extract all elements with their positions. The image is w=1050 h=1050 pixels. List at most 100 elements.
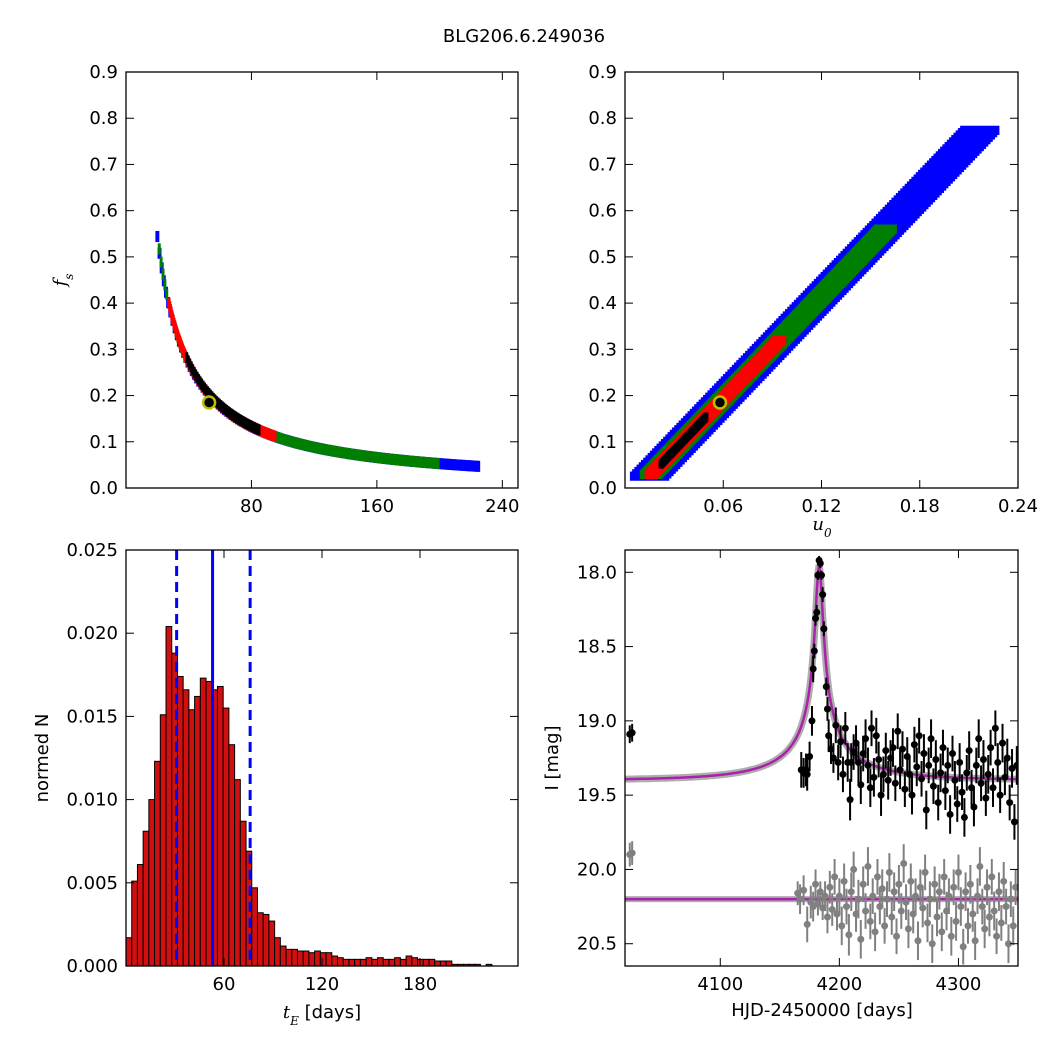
- y-tick-label: 0.2: [588, 386, 617, 407]
- residuals-point: [878, 885, 886, 893]
- data-point: [812, 614, 820, 622]
- contour-cell-middle: [393, 454, 397, 466]
- contour-cell-middle: [371, 451, 375, 463]
- contour-cell-outer: [461, 459, 466, 471]
- plot-frame: [624, 549, 1019, 967]
- data-point: [819, 591, 827, 599]
- contour-cell-middle: [408, 455, 412, 467]
- data-point: [628, 729, 636, 737]
- data-point: [949, 750, 956, 758]
- y-tick-label: 0.1: [89, 432, 118, 453]
- y-tick-label: 0.5: [89, 247, 118, 268]
- contour-cell-middle: [367, 450, 371, 463]
- contour-cell-middle: [387, 453, 391, 465]
- data-point: [1003, 754, 1011, 762]
- y-tick-label: 0.3: [89, 339, 118, 360]
- contour-cell-core: [703, 412, 709, 422]
- residuals-point: [976, 862, 984, 870]
- contour-cell-middle: [301, 439, 305, 451]
- data-point: [908, 791, 916, 799]
- contour-cell-middle: [356, 449, 360, 461]
- histogram-bar: [279, 945, 287, 967]
- contour-cell-middle: [406, 455, 410, 467]
- data-point: [823, 705, 831, 713]
- histogram-bar: [274, 937, 281, 967]
- contour-cell-middle: [401, 454, 405, 466]
- contour-cell-outer: [463, 459, 468, 472]
- best-fit-marker: [712, 395, 728, 410]
- y-tick-label: 0.6: [89, 201, 118, 222]
- panel-light-curve: 4100 4200 4300 18.0 18.5 19.0 19.5 20.0 20.5 I [m…: [542, 549, 1019, 1021]
- histogram-bar: [176, 675, 184, 967]
- contour-cell-outer: [452, 459, 457, 471]
- contour-cell-outer: [448, 458, 453, 470]
- contour-cell-middle: [161, 268, 165, 280]
- residuals-point: [826, 883, 834, 891]
- residuals-point: [897, 907, 905, 915]
- contour-cell-middle: [159, 256, 163, 268]
- data-point: [977, 779, 985, 787]
- histogram-bar: [159, 714, 167, 967]
- data-point: [989, 784, 997, 792]
- contour-cell-middle: [281, 433, 285, 445]
- contour-cell-middle: [372, 451, 376, 463]
- data-point: [1006, 799, 1014, 807]
- x-tick-label: 160: [360, 496, 394, 517]
- contour-cell-middle: [436, 457, 440, 470]
- residuals-point: [857, 935, 865, 943]
- histogram-bar: [308, 952, 316, 967]
- contour-cell-middle: [341, 447, 345, 459]
- y-tick-label: 0.9: [89, 62, 118, 83]
- histogram-bar: [405, 955, 413, 967]
- histogram-bar: [154, 760, 161, 967]
- data-point: [884, 776, 892, 784]
- contour-cell-middle: [277, 432, 281, 444]
- data-point: [991, 724, 999, 732]
- panel-te-histogram: 60 120 180 0.000 0.005 0.010 0.015 0.020 0.025 no…: [32, 540, 519, 1028]
- histogram-bar: [371, 958, 379, 967]
- residuals-point: [796, 895, 804, 903]
- histogram-bar: [428, 958, 436, 967]
- contour-cell-outer: [159, 262, 164, 274]
- contour-cell-middle: [350, 448, 354, 460]
- contour-cell-middle: [404, 455, 408, 467]
- histogram-bar: [319, 952, 327, 967]
- residuals-point: [893, 932, 901, 940]
- contour-cell-middle: [415, 456, 419, 468]
- contour-cell-middle: [410, 455, 414, 467]
- contour-cell-middle: [352, 448, 356, 460]
- residuals-point: [869, 892, 877, 900]
- data-point: [970, 803, 978, 811]
- x-tick-label: 120: [305, 974, 339, 995]
- contour-cell-inner: [273, 430, 277, 442]
- contour-cell-middle: [275, 431, 279, 443]
- residuals-point: [859, 880, 867, 888]
- contour-cell-outer: [960, 125, 1000, 135]
- contour-cell-middle: [288, 435, 292, 447]
- histogram-bar: [411, 957, 419, 967]
- contour-cell-middle: [417, 456, 421, 468]
- data-point: [925, 761, 933, 769]
- data-point: [965, 747, 973, 755]
- y-tick-label: 0.025: [66, 540, 118, 561]
- residuals-point: [1002, 903, 1010, 911]
- data-point: [918, 775, 926, 783]
- residuals-point: [628, 849, 636, 857]
- contour-cell-middle: [354, 449, 358, 461]
- residuals-point: [900, 859, 908, 867]
- histogram-bar: [314, 950, 321, 967]
- data-point: [953, 800, 961, 808]
- residuals-point: [812, 880, 820, 888]
- histogram-bar: [422, 958, 430, 967]
- contour-cell-middle: [279, 432, 283, 444]
- contour-cell-middle: [365, 450, 369, 462]
- data-point: [956, 758, 964, 766]
- contour-cell-middle: [329, 445, 333, 457]
- residuals-point: [947, 932, 955, 940]
- histogram-bar: [342, 958, 350, 967]
- residuals-point: [904, 925, 912, 933]
- histogram-bar: [131, 880, 138, 967]
- contour-cell-middle: [313, 441, 317, 453]
- histogram-bar: [285, 948, 293, 967]
